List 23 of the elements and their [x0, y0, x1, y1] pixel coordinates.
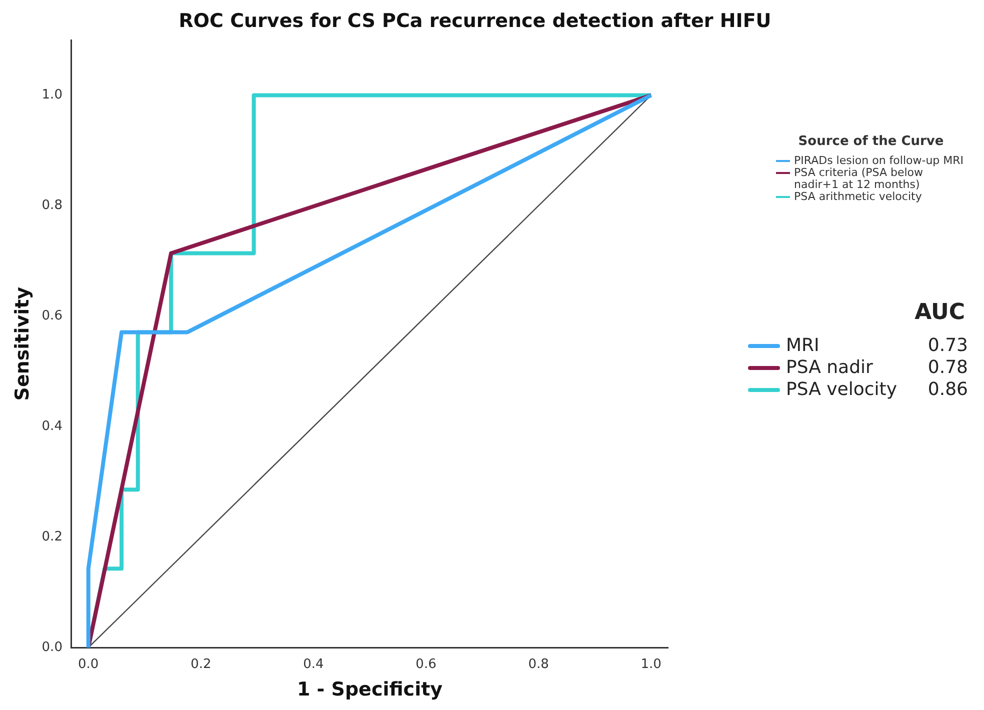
legend-title: Source of the Curve: [797, 134, 945, 149]
text: PSA velocity 0.86: [786, 379, 968, 400]
text: AUC: [914, 300, 966, 325]
text: PSA nadir 0.78: [786, 357, 968, 378]
x-tick-label: 0.8: [528, 656, 549, 672]
x-tick-label: 0.0: [78, 656, 99, 672]
x-tick-label: 0.6: [416, 656, 436, 672]
y-tick-label: 0.6: [42, 308, 62, 324]
y-axis-title: Sensitivity: [11, 286, 34, 401]
y-tick-label: 0.2: [42, 530, 62, 544]
chart-title: ROC Curves for CS PCa recurrence detection after HIFU: [178, 10, 772, 32]
text: MRI 0.73: [786, 335, 968, 356]
legend-label: PIRADs lesion on follow-up MRI: [794, 154, 964, 167]
legend-label: PSA criteria (PSA below nadir+1 at 12 months): [794, 166, 924, 191]
x-tick-label: 0.2: [190, 656, 212, 672]
x-tick-label: 1.0: [640, 656, 662, 672]
legend-label: PSA arithmetic velocity: [794, 190, 922, 203]
y-tick-label: 0.0: [42, 640, 62, 655]
y-tick-label: 0.8: [42, 198, 62, 214]
y-tick-label: 1.0: [42, 88, 62, 103]
y-tick-label: 0.4: [42, 419, 62, 434]
x-tick-label: 0.4: [303, 656, 324, 672]
x-axis-title: 1 - Specificity: [296, 678, 444, 701]
